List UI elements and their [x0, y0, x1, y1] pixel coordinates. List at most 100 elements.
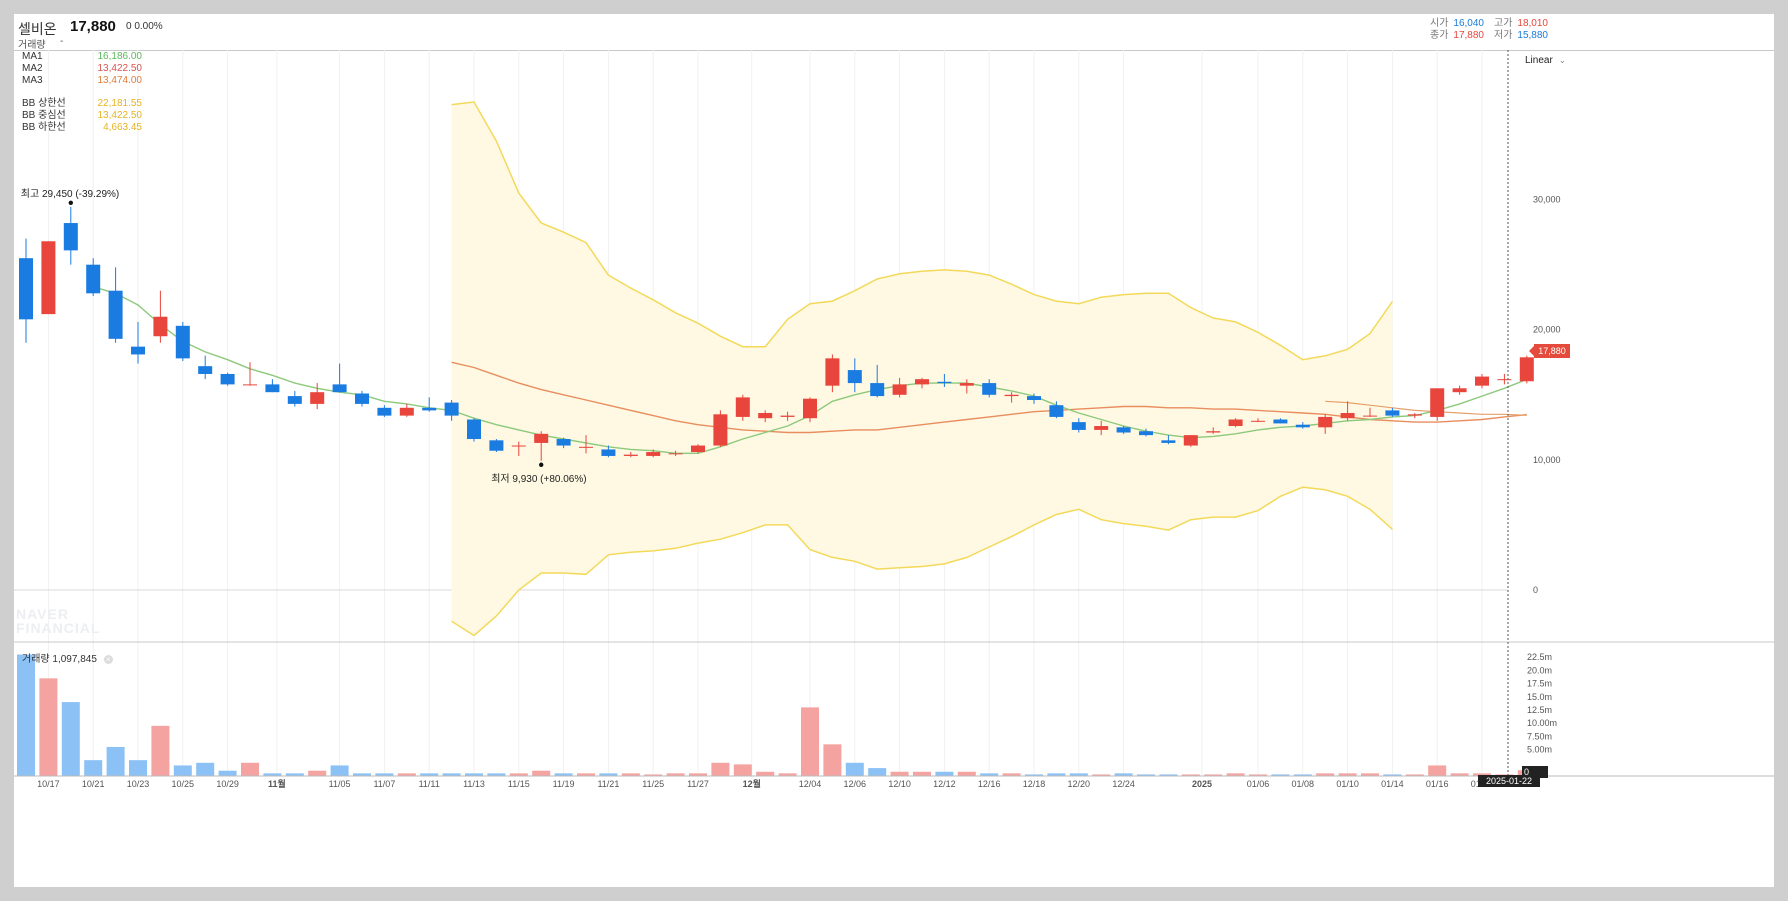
- volume-bar: [1383, 774, 1402, 776]
- volume-bar: [106, 746, 125, 776]
- candle-body: [1161, 440, 1176, 443]
- volume-bar: [1316, 773, 1335, 776]
- candle-body: [175, 325, 190, 359]
- x-tick-label: 11월: [268, 778, 286, 789]
- volume-bar: [218, 770, 237, 776]
- candle-body: [355, 393, 369, 404]
- volume-bar: [39, 678, 58, 776]
- candle-body: [803, 398, 817, 419]
- volume-bar: [868, 768, 887, 776]
- candle-body: [579, 446, 593, 448]
- annotation-marker: [68, 200, 73, 205]
- x-tick-label: 01/10: [1336, 779, 1359, 789]
- legend-bb-middle-value: 13,422.50: [97, 110, 143, 121]
- legend-ma1: MA1 16,186.00: [22, 51, 142, 63]
- candle-body: [534, 433, 549, 443]
- volume-bar: [17, 654, 35, 776]
- volume-bar: [1204, 774, 1223, 776]
- stock-chart[interactable]: 30,000 20,000 10,000 0 22.5m 20.0m 17.5m 15.0m 1…: [14, 14, 1774, 887]
- volume-bar: [599, 773, 618, 776]
- candle-body: [310, 392, 325, 404]
- open-value: 16,040: [1453, 18, 1484, 29]
- x-tick-label: 10/21: [82, 779, 105, 789]
- candle-body: [131, 346, 145, 355]
- naver-financial-watermark: NAVER FINANCIAL: [16, 607, 100, 635]
- volume-bar: [196, 762, 215, 776]
- legend-ma3: MA3 13,474.00: [22, 75, 142, 87]
- low-label: 저가: [1494, 30, 1513, 41]
- bollinger-upper-line: [451, 101, 1394, 361]
- volume-panel-label: 거래량: [22, 654, 50, 665]
- candle-body: [511, 445, 526, 447]
- volume-bar: [442, 773, 461, 776]
- candle-body: [243, 384, 257, 386]
- legend-ma2: MA2 13,422.50: [22, 63, 142, 75]
- candle-body: [86, 264, 101, 294]
- volume-bar: [756, 771, 775, 776]
- volume-bar: [1181, 774, 1200, 776]
- volume-bar: [1271, 774, 1290, 776]
- candle-body: [1183, 435, 1198, 446]
- legend-bb-upper-value: 22,181.55: [97, 98, 143, 109]
- volume-bar: [666, 773, 685, 776]
- legend-ma2-name: MA2: [22, 63, 43, 74]
- x-tick-label: 11/15: [508, 779, 530, 789]
- volume-panel-value: 1,097,845: [52, 654, 97, 665]
- volume-bar: [554, 773, 573, 776]
- volume-bar: [1428, 765, 1447, 776]
- volume-bar: [308, 770, 327, 776]
- current-price-tag: 17,880: [1529, 344, 1570, 358]
- stock-price: 17,880: [70, 18, 116, 35]
- volume-bar: [1159, 774, 1178, 776]
- stock-change: 0 0.00%: [126, 21, 163, 32]
- x-tick-label: 12/10: [888, 779, 911, 789]
- low-value: 15,880: [1517, 30, 1548, 41]
- volume-bar: [621, 773, 640, 776]
- candle-body: [1071, 422, 1086, 430]
- candle-body: [1251, 420, 1265, 422]
- candle-body: [668, 453, 683, 455]
- legend-ma3-name: MA3: [22, 75, 43, 86]
- candle-body: [108, 290, 123, 339]
- x-tick-label: 12/04: [799, 779, 822, 789]
- candle-body: [1004, 394, 1019, 397]
- candle-body: [489, 440, 504, 451]
- candle-body: [1228, 419, 1243, 427]
- candle-body: [691, 445, 705, 453]
- close-icon[interactable]: ×: [103, 654, 113, 664]
- candle-body: [623, 454, 638, 456]
- volume-bar: [845, 762, 864, 776]
- candle-body: [1116, 427, 1131, 433]
- candle-body: [444, 402, 459, 416]
- volume-bar: [487, 773, 506, 776]
- candle-body: [19, 258, 33, 320]
- volume-bar: [1092, 774, 1111, 776]
- volume-bar: [375, 773, 394, 776]
- scale-selector[interactable]: Linear ⌄: [1525, 55, 1566, 66]
- candle-body: [847, 370, 862, 384]
- candle-body: [758, 413, 773, 419]
- candle-body: [1139, 431, 1153, 436]
- x-tick-label: 11/27: [687, 779, 709, 789]
- close-value: 17,880: [1453, 30, 1484, 41]
- annotation-label: 최고 29,450 (-39.29%): [21, 188, 119, 200]
- candle-body: [1273, 419, 1288, 424]
- x-tick-label: 01/16: [1426, 779, 1449, 789]
- legend-ma3-value: 13,474.00: [97, 75, 143, 86]
- candle-body: [892, 384, 907, 395]
- candle-body: [422, 407, 437, 411]
- scale-selector-label: Linear: [1525, 55, 1553, 66]
- x-tick-label: 11/21: [597, 779, 619, 789]
- open-price: 시가 16,040: [1430, 14, 1484, 29]
- candle-body: [601, 449, 616, 456]
- volume-bar: [241, 762, 259, 776]
- x-tick-label: 12/12: [933, 779, 956, 789]
- candle-body: [1295, 424, 1310, 428]
- x-tick-label: 11/25: [642, 779, 664, 789]
- candle-body: [780, 415, 795, 417]
- volume-bar: [644, 774, 663, 776]
- volume-panel-title: 거래량 1,097,845 ×: [22, 650, 113, 665]
- x-tick-label: 10/29: [216, 779, 239, 789]
- candle-body: [870, 383, 885, 397]
- high-label: 고가: [1494, 18, 1513, 29]
